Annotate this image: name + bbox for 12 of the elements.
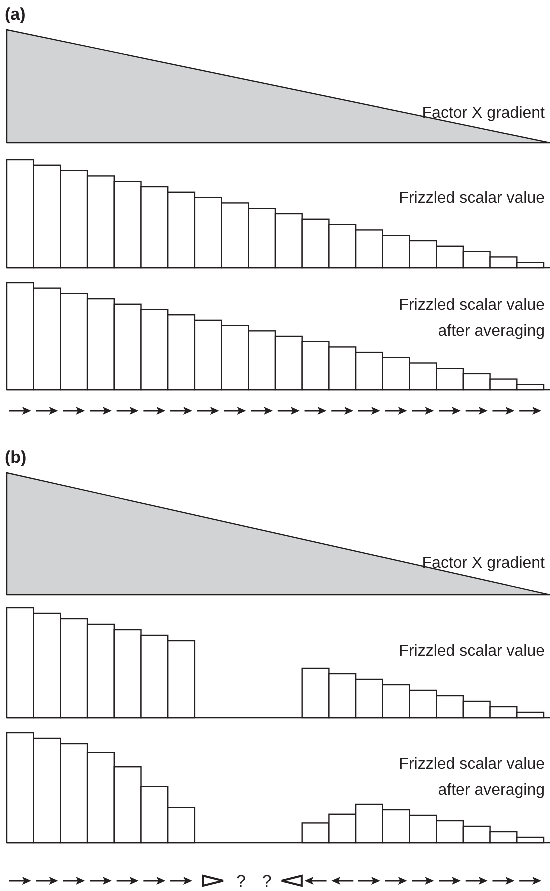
annotation: after averaging	[438, 323, 545, 340]
annotation: Factor X gradient	[422, 105, 546, 122]
annotation: Frizzled scalar value	[399, 756, 546, 773]
chart-title: (a)	[5, 5, 26, 24]
annotation: Factor X gradient	[422, 555, 546, 572]
annotation: Frizzled scalar value	[399, 190, 546, 207]
annotation: Frizzled scalar value	[399, 643, 546, 660]
annotation: after averaging	[438, 782, 545, 799]
annotation: Frizzled scalar value	[399, 297, 546, 314]
text: ?	[236, 872, 246, 891]
text: ?	[262, 872, 272, 891]
chart-title: (b)	[5, 448, 27, 467]
